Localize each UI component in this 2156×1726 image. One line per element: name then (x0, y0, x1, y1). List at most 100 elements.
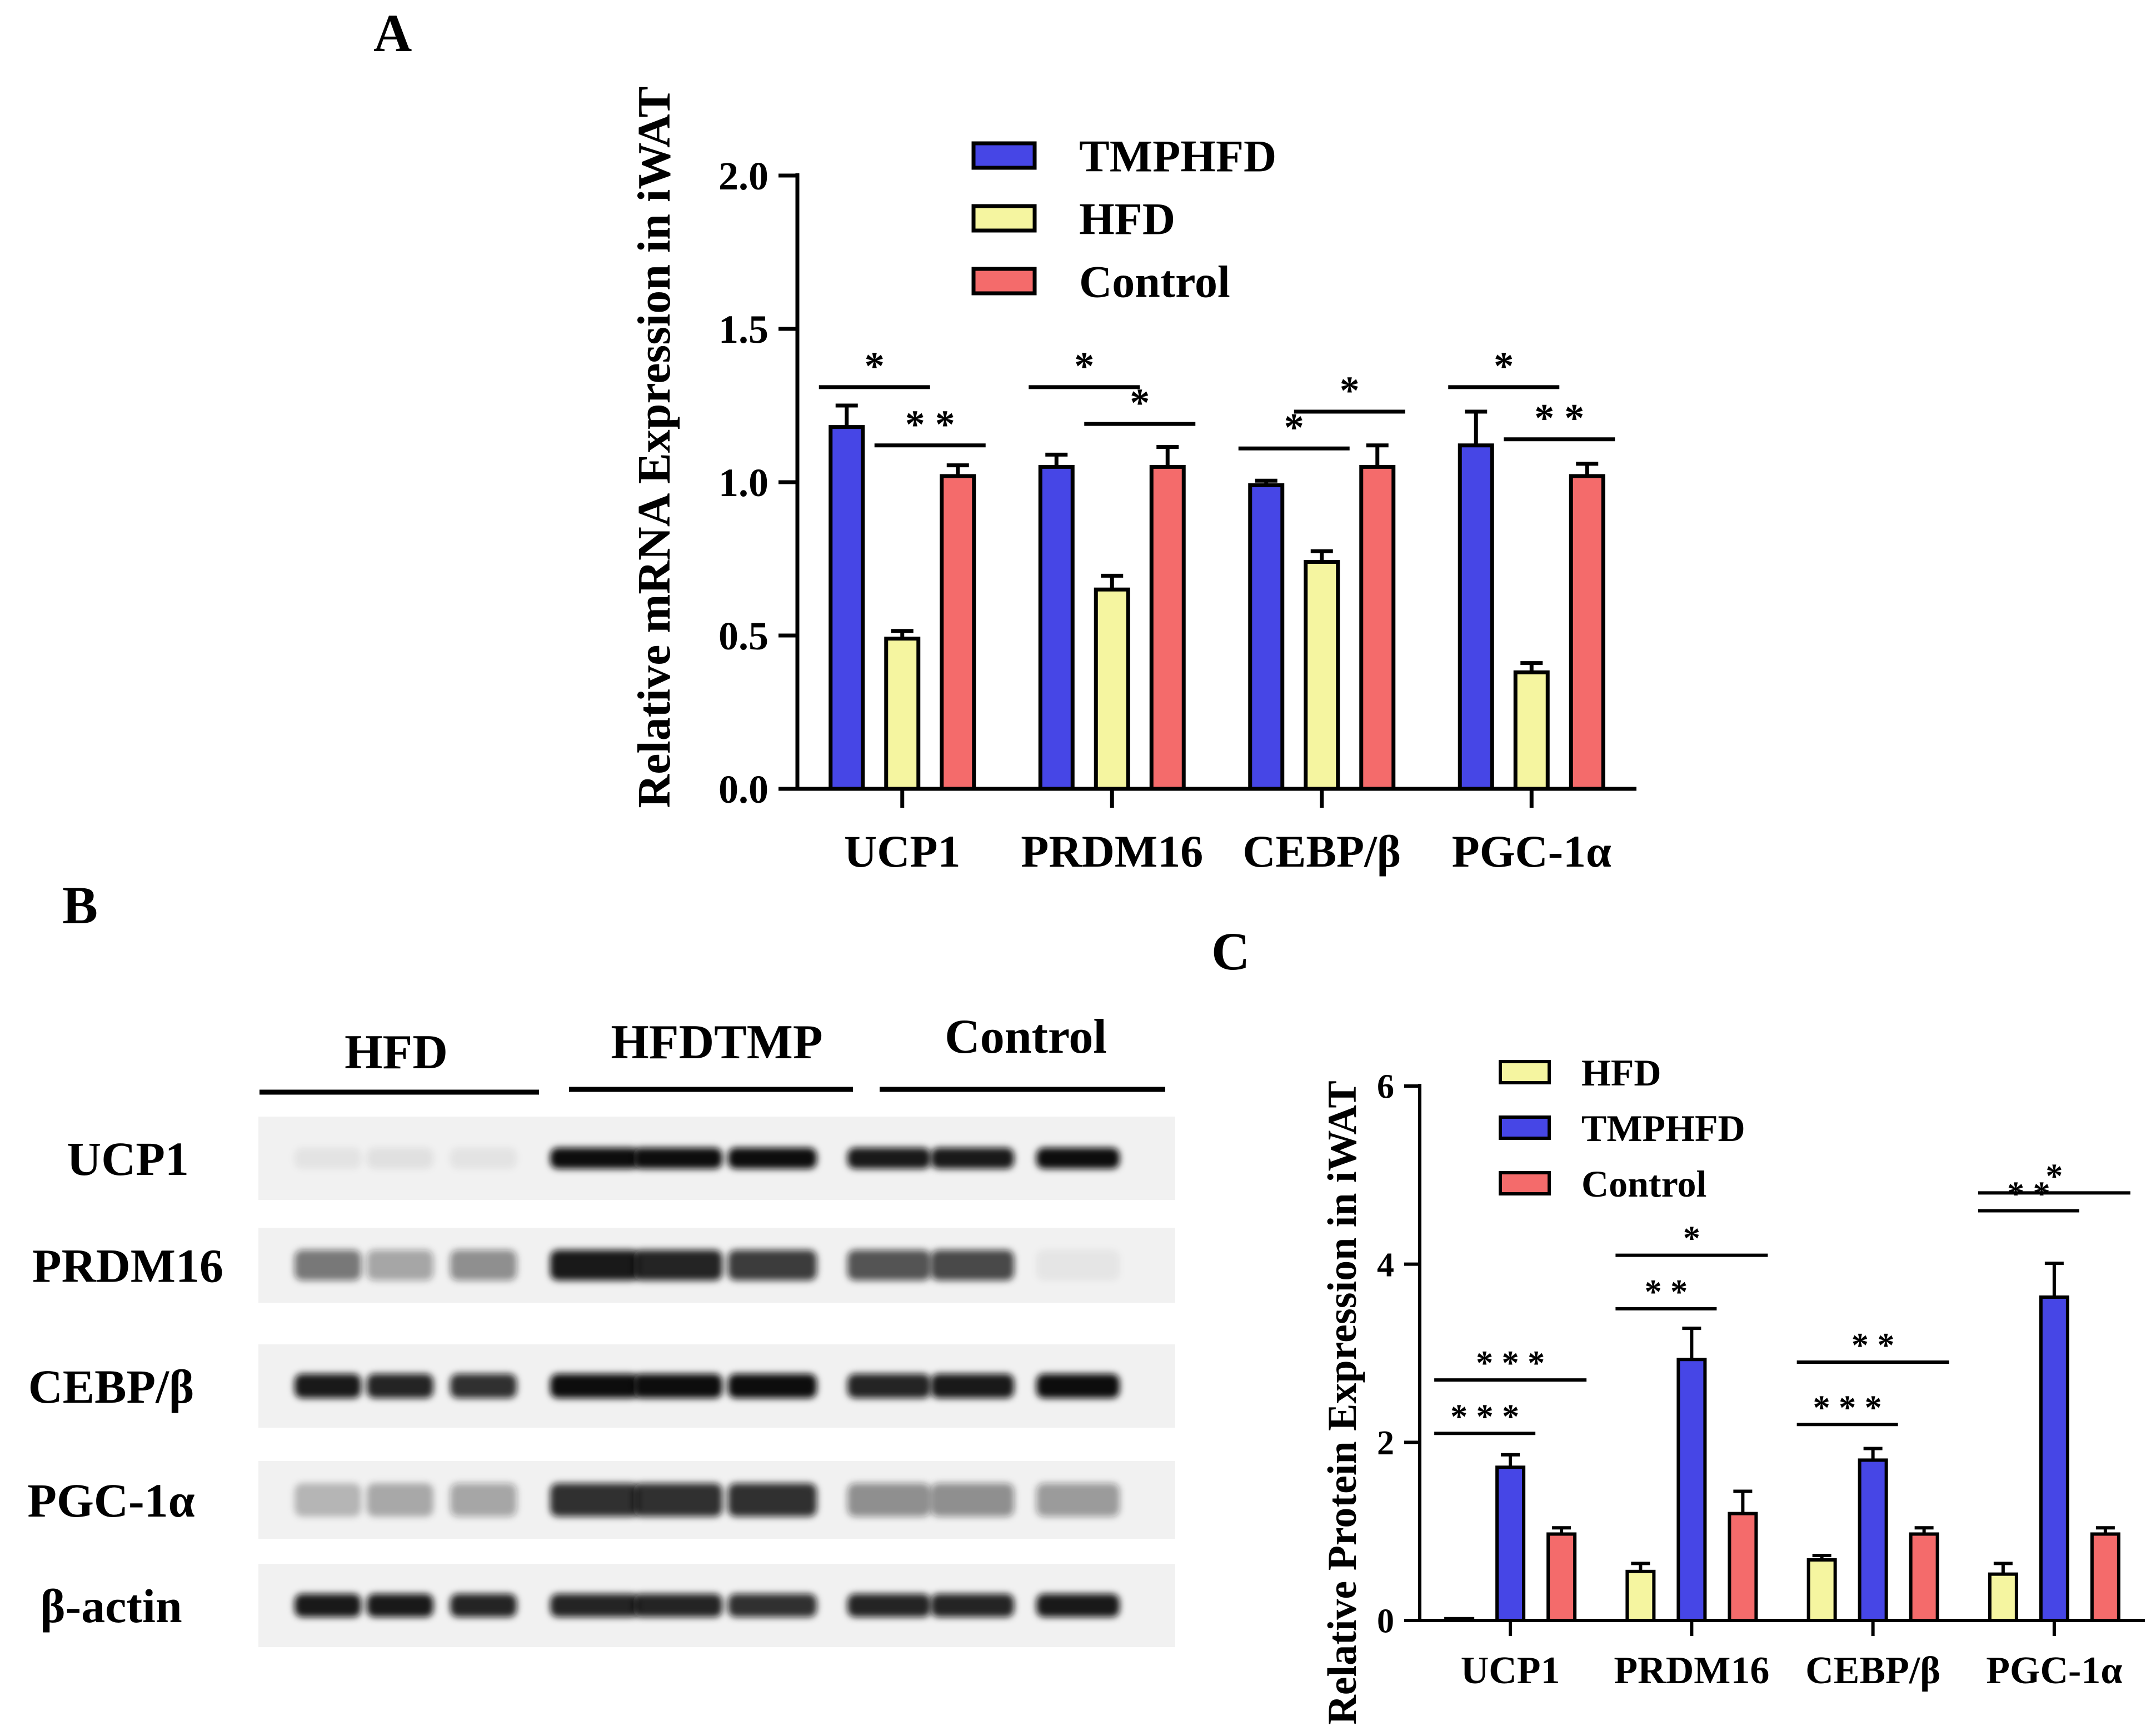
blot-band-prdm16-lane-1 (295, 1250, 361, 1280)
blot-band-cebp-lane-9 (1036, 1374, 1120, 1398)
western-blot: UCP1 PRDM16 CEBP/β PGC-1α β-actin (27, 1117, 1175, 1647)
blot-band-actin-lane-9 (1036, 1594, 1120, 1617)
blot-band-prdm16-lane-5 (633, 1250, 722, 1280)
panel-c: C Relative Protein Expression in iWAT HF… (1211, 922, 2145, 1725)
significance-label: * * * (1813, 1389, 1882, 1427)
y-tick-label: 0.0 (718, 767, 768, 812)
y-tick-label: 1.0 (718, 461, 768, 505)
x-tick-label-pgc-1: PGC-1α (1452, 826, 1611, 877)
x-tick-label-pgc-1: PGC-1α (1986, 1649, 2122, 1692)
bar-control-cebp (1909, 1532, 1939, 1622)
blot-band-actin-lane-4 (550, 1594, 639, 1617)
significance-label: * * * (1450, 1398, 1519, 1435)
blot-band-cebp-lane-7 (847, 1374, 931, 1398)
bar-control-ucp1 (1546, 1532, 1577, 1622)
bar-hfd-pgc-1 (1988, 1572, 2018, 1623)
legend-swatch-hfd (1499, 1060, 1551, 1084)
bar-control-cebp (1359, 464, 1396, 791)
legend-swatch-tmphfd (971, 141, 1037, 170)
blot-band-prdm16-lane-7 (847, 1250, 931, 1280)
blot-group-hfd: HFD (345, 1025, 448, 1079)
bar-hfd-pgc-1 (1513, 670, 1550, 791)
blot-band-ucp1-lane-4 (550, 1148, 639, 1169)
x-tick-label-prdm16: PRDM16 (1021, 826, 1203, 877)
bar-hfd-ucp1 (1444, 1617, 1475, 1622)
significance-label: * * * (1476, 1344, 1545, 1382)
blot-label-prdm16: PRDM16 (32, 1239, 223, 1293)
y-tick-label: 2.0 (718, 154, 768, 198)
legend-swatch-hfd (971, 204, 1037, 233)
bar-tmphfd-pgc-1 (2039, 1295, 2069, 1622)
blot-group-control: Control (945, 1010, 1107, 1064)
legend-label-control: Control (1079, 257, 1230, 307)
significance-label: * (865, 344, 885, 388)
significance-label: * (1130, 381, 1150, 425)
blot-band-ucp1-lane-7 (847, 1148, 931, 1169)
x-tick-label-prdm16: PRDM16 (1614, 1649, 1769, 1692)
blot-band-ucp1-lane-9 (1036, 1148, 1120, 1169)
blot-band-cebp-lane-4 (550, 1374, 639, 1398)
blot-band-pgc-1-lane-8 (931, 1483, 1014, 1517)
bar-hfd-cebp (1304, 560, 1340, 791)
panel-b-label: B (62, 875, 98, 935)
significance-label: * * (1534, 396, 1584, 441)
blot-label-ucp1: UCP1 (67, 1132, 189, 1185)
legend-swatch-control (1499, 1171, 1551, 1195)
blot-band-actin-lane-1 (295, 1594, 361, 1617)
bar-hfd-prdm16 (1625, 1569, 1656, 1622)
bar-tmphfd-cebp (1248, 483, 1285, 791)
bar-control-prdm16 (1149, 464, 1186, 791)
panel-b: B HFD HFDTMP Control UCP1 PRDM16 CEBP/β PGC… (27, 875, 1175, 1647)
blot-band-ucp1-lane-2 (367, 1148, 433, 1169)
significance-label: * (2045, 1157, 2063, 1195)
panel-c-label: C (1211, 922, 1250, 981)
blot-band-prdm16-lane-8 (931, 1250, 1014, 1280)
significance-label: * (1340, 368, 1360, 413)
bar-hfd-cebp (1806, 1558, 1837, 1623)
bar-hfd-prdm16 (1094, 587, 1130, 791)
blot-band-ucp1-lane-3 (450, 1148, 517, 1169)
blot-band-ucp1-lane-1 (295, 1148, 361, 1169)
blot-band-ucp1-lane-8 (931, 1148, 1014, 1169)
significance-label: * * (905, 402, 955, 447)
blot-band-actin-lane-7 (847, 1594, 931, 1617)
blot-band-pgc-1-lane-7 (847, 1483, 931, 1517)
panel-c-legend: HFD TMPHFD Control (1499, 1052, 1745, 1205)
blot-band-cebp-lane-1 (295, 1374, 361, 1398)
blot-band-cebp-lane-2 (367, 1374, 433, 1398)
blot-band-cebp-lane-5 (633, 1374, 722, 1398)
y-tick-label: 6 (1377, 1068, 1394, 1106)
panel-a-y-axis-title: Relative mRNA Expression in iWAT (628, 87, 680, 808)
panel-a: A Relative mRNA Expression in iWAT TMPHF… (373, 3, 1636, 877)
blot-band-prdm16-lane-2 (367, 1250, 433, 1280)
blot-band-actin-lane-3 (450, 1594, 517, 1617)
significance-label: * (1494, 344, 1514, 388)
bar-control-prdm16 (1728, 1512, 1758, 1623)
y-tick-label: 0 (1377, 1603, 1394, 1640)
blot-band-prdm16-lane-4 (550, 1250, 639, 1280)
bar-tmphfd-cebp (1858, 1458, 1888, 1622)
legend-label-tmphfd: TMPHFD (1079, 131, 1276, 182)
legend-label-control: Control (1581, 1163, 1706, 1205)
legend-label-hfd: HFD (1079, 194, 1175, 244)
blot-band-pgc-1-lane-1 (295, 1483, 361, 1517)
blot-band-prdm16-lane-6 (728, 1250, 817, 1280)
blot-band-pgc-1-lane-2 (367, 1483, 433, 1517)
y-tick-label: 1.5 (718, 307, 768, 352)
y-tick-label: 2 (1377, 1424, 1394, 1462)
y-tick-label: 0.5 (718, 614, 768, 658)
blot-group-hfdtmp: HFDTMP (611, 1015, 822, 1069)
blot-band-cebp-lane-8 (931, 1374, 1014, 1398)
blot-band-cebp-lane-3 (450, 1374, 517, 1398)
blot-band-prdm16-lane-9 (1036, 1250, 1120, 1280)
panel-c-y-axis-title: Relative Protein Expression in iWAT (1320, 1080, 1365, 1724)
bar-control-pgc-1 (2090, 1532, 2120, 1622)
significance-label: * * (1645, 1273, 1688, 1311)
blot-band-actin-lane-6 (728, 1594, 817, 1617)
bar-hfd-ucp1 (884, 637, 921, 791)
blot-band-pgc-1-lane-5 (633, 1483, 722, 1517)
bar-tmphfd-pgc-1 (1458, 443, 1494, 791)
blot-band-ucp1-lane-5 (633, 1148, 722, 1169)
blot-group-headers: HFD HFDTMP Control (259, 1010, 1165, 1095)
panel-a-legend: TMPHFD HFD Control (971, 131, 1276, 307)
